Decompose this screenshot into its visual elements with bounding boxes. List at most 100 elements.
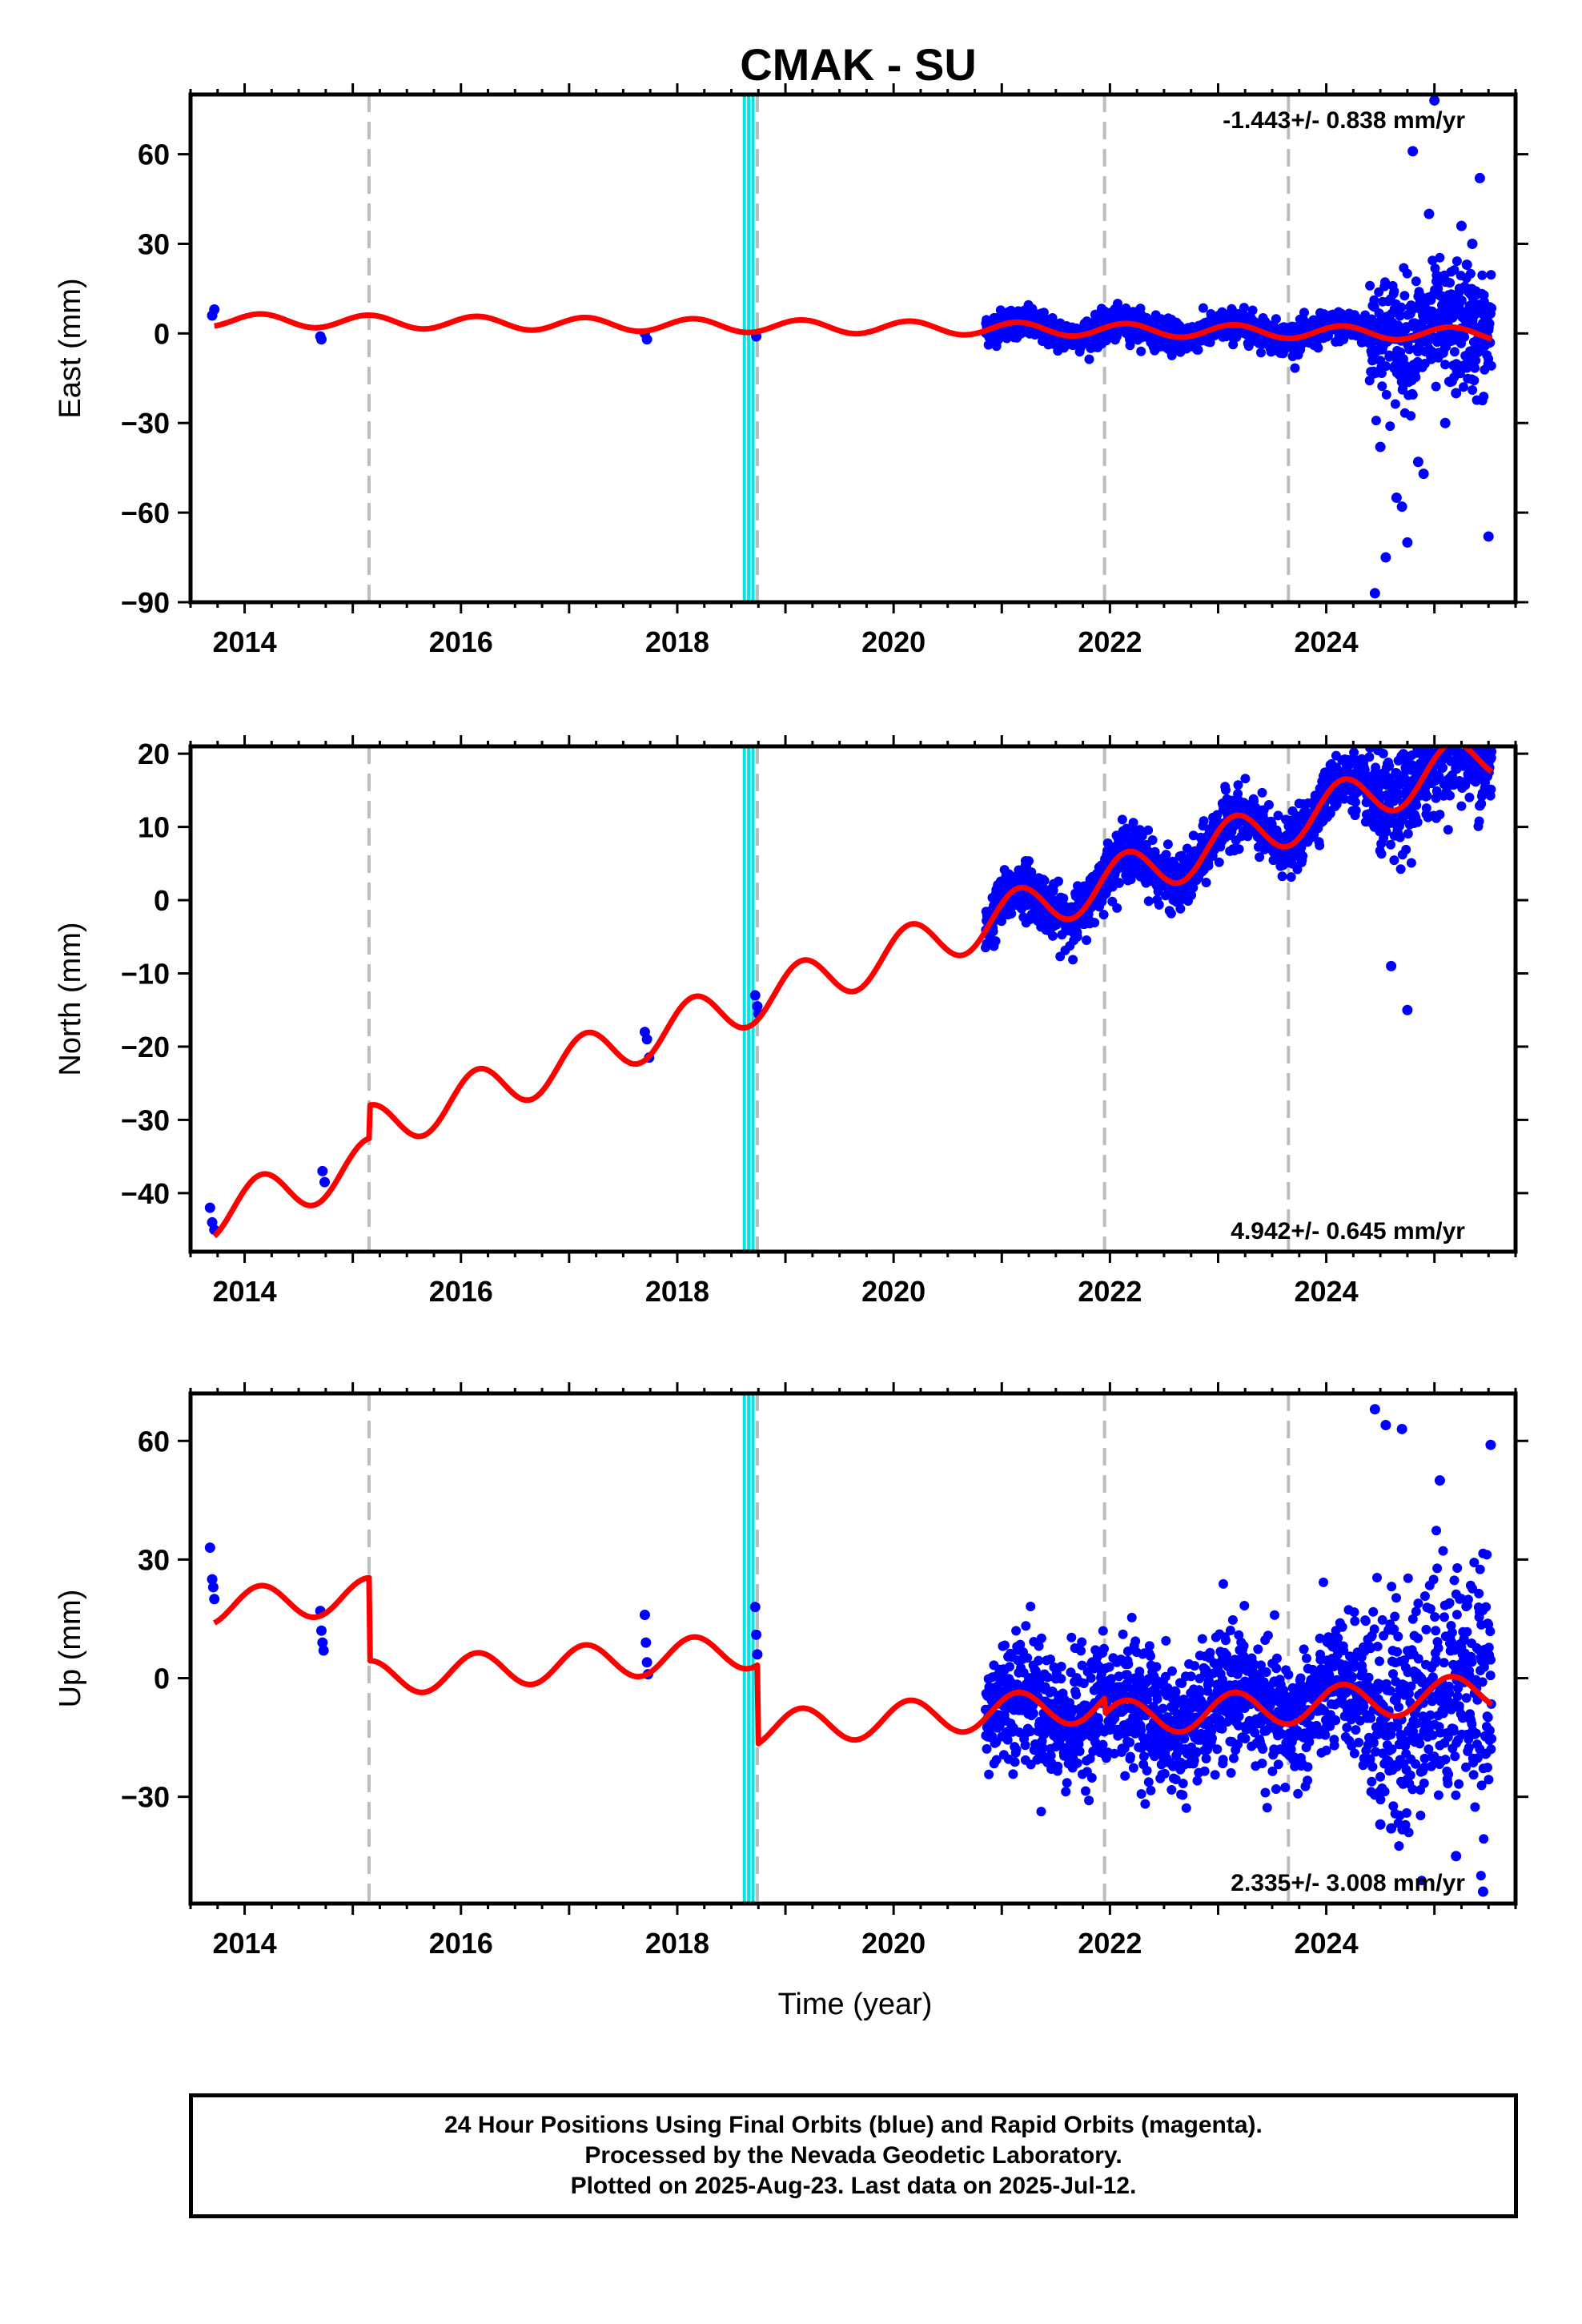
data-point (1351, 806, 1361, 816)
data-point (1339, 794, 1349, 804)
data-point (1395, 832, 1405, 842)
data-point (1468, 385, 1478, 395)
data-point (1456, 801, 1467, 811)
data-point (1015, 1639, 1026, 1650)
data-point (1142, 1766, 1152, 1775)
data-point (1002, 1735, 1013, 1745)
data-point (1128, 818, 1138, 828)
data-point (1406, 858, 1416, 868)
data-point (1143, 896, 1154, 907)
data-point (1376, 368, 1387, 378)
data-point (1366, 1713, 1376, 1723)
data-point (1372, 1573, 1382, 1582)
data-point (1239, 1641, 1249, 1651)
data-point (1161, 1635, 1171, 1646)
data-point (1178, 1790, 1188, 1800)
data-point (1486, 270, 1496, 280)
data-point (1162, 839, 1173, 850)
data-point (1360, 1616, 1371, 1626)
model-curve (212, 311, 1494, 343)
data-point (1390, 399, 1400, 409)
data-point (1280, 1783, 1291, 1792)
y-tick-label: −10 (121, 957, 170, 990)
data-point (1072, 1758, 1082, 1768)
data-point (1130, 1636, 1141, 1647)
data-point (1349, 1607, 1359, 1618)
data-point (1253, 1644, 1263, 1655)
data-point (1351, 797, 1360, 807)
data-point (1394, 789, 1403, 799)
data-point (1375, 1656, 1384, 1667)
data-point (1005, 1662, 1014, 1672)
data-point (1099, 1643, 1109, 1654)
data-point (1024, 856, 1034, 866)
data-point (1271, 1784, 1281, 1794)
data-point (1369, 1624, 1379, 1634)
data-point (1074, 1746, 1085, 1756)
data-point (1201, 878, 1211, 887)
data-point (1440, 360, 1451, 370)
data-point (1349, 1748, 1359, 1759)
data-point (1042, 1672, 1053, 1683)
x-tick-label: 2018 (645, 625, 709, 658)
y-tick-label: −30 (121, 1104, 170, 1136)
data-point (1418, 785, 1429, 796)
data-point (1389, 855, 1399, 866)
data-point (1247, 305, 1258, 316)
data-point (1125, 340, 1135, 351)
data-point (1385, 421, 1395, 432)
data-point (1027, 304, 1038, 314)
data-point (1144, 1641, 1154, 1651)
data-point (1258, 1744, 1268, 1754)
data-point (1219, 1578, 1228, 1589)
data-point (1098, 910, 1109, 920)
x-tick-label: 2016 (429, 1275, 493, 1308)
data-point (1283, 1670, 1294, 1680)
data-point (1076, 1646, 1086, 1656)
data-point (1272, 1653, 1282, 1663)
plot-area (204, 1393, 1497, 1904)
data-point (1262, 1803, 1272, 1813)
data-point (1380, 552, 1391, 563)
data-point (1140, 1799, 1150, 1809)
data-point (1066, 1632, 1077, 1642)
data-point (1277, 871, 1287, 882)
data-point (1056, 1662, 1066, 1671)
data-point (1359, 765, 1370, 775)
data-point (749, 990, 761, 1001)
data-point (1263, 1630, 1273, 1641)
data-point (1271, 314, 1281, 324)
data-point (1411, 372, 1421, 382)
data-point (1020, 1740, 1030, 1751)
data-point (315, 334, 327, 345)
data-point (1218, 1755, 1228, 1765)
data-point (1487, 303, 1497, 313)
x-tick-label: 2024 (1295, 1275, 1359, 1308)
data-point (1154, 899, 1164, 910)
data-point (1062, 1778, 1072, 1788)
data-point (988, 927, 998, 936)
data-point (1368, 1738, 1379, 1748)
data-point (1136, 1789, 1146, 1799)
data-point (1011, 1744, 1022, 1755)
data-point (1225, 1626, 1235, 1635)
data-point (1199, 1766, 1210, 1776)
data-point (1486, 784, 1496, 794)
data-point (1008, 1769, 1018, 1779)
data-point (1203, 861, 1214, 870)
data-point (1210, 1770, 1220, 1780)
data-point (1178, 1779, 1188, 1788)
data-point (1048, 931, 1058, 941)
data-point (1179, 1734, 1190, 1744)
data-point (1438, 762, 1448, 773)
data-point (1381, 361, 1391, 372)
data-point (1125, 1751, 1135, 1762)
data-point (1321, 1745, 1331, 1755)
data-point (1159, 1768, 1170, 1779)
data-point (1402, 537, 1413, 548)
data-point (1205, 1647, 1215, 1658)
data-point (1471, 356, 1481, 366)
data-point (1158, 1703, 1168, 1714)
data-point (1302, 1653, 1311, 1663)
data-point (1011, 1626, 1022, 1636)
